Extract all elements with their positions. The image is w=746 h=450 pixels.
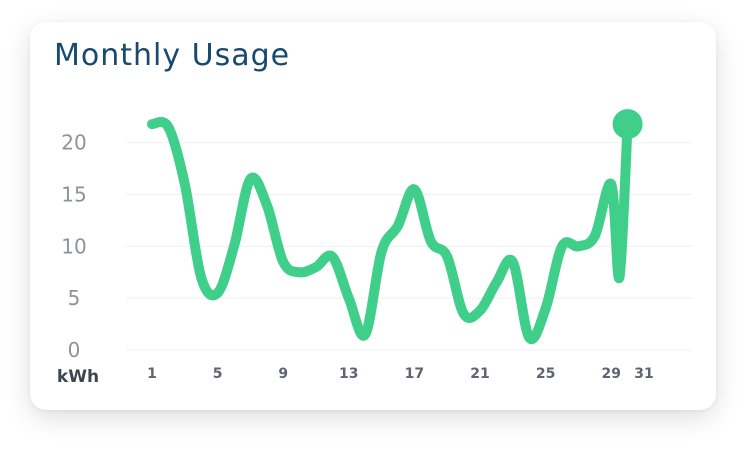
card-title: Monthly Usage xyxy=(54,38,291,73)
latest-point-marker xyxy=(612,109,643,140)
x-tick-label: 31 xyxy=(634,366,653,382)
unit-label: kWh xyxy=(57,367,99,387)
y-tick-label: 10 xyxy=(61,234,86,258)
x-tick-label: 1 xyxy=(147,366,157,382)
x-tick-label: 17 xyxy=(405,366,424,382)
usage-card: Monthly Usage 0 5 10 15 20 1 5 9 13 17 21 25 29 31 kWh xyxy=(30,22,716,410)
x-tick-label: 29 xyxy=(601,366,620,382)
series-line xyxy=(147,116,633,345)
y-tick-label: 0 xyxy=(68,338,81,362)
y-tick-label: 15 xyxy=(61,183,86,207)
y-tick-label: 20 xyxy=(61,131,86,155)
x-tick-label: 21 xyxy=(470,366,489,382)
x-tick-label: 9 xyxy=(278,366,288,382)
x-tick-label: 13 xyxy=(339,366,358,382)
x-tick-label: 25 xyxy=(536,366,555,382)
x-tick-label: 5 xyxy=(213,366,223,382)
y-tick-label: 5 xyxy=(68,286,81,310)
